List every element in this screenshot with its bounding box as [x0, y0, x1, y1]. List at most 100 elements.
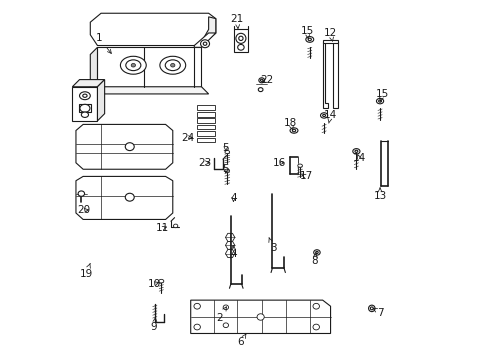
Ellipse shape	[224, 169, 229, 172]
Text: 17: 17	[299, 171, 312, 181]
Text: 2: 2	[216, 307, 226, 323]
Polygon shape	[197, 112, 215, 117]
Ellipse shape	[203, 42, 206, 45]
Ellipse shape	[312, 324, 319, 330]
Polygon shape	[90, 47, 97, 92]
Text: 3: 3	[268, 238, 276, 253]
Ellipse shape	[82, 94, 87, 97]
Ellipse shape	[78, 191, 84, 196]
Ellipse shape	[305, 37, 313, 42]
Ellipse shape	[80, 92, 90, 100]
Text: 15: 15	[375, 89, 388, 102]
Text: 18: 18	[283, 118, 296, 130]
Text: 6: 6	[237, 334, 245, 347]
Ellipse shape	[223, 305, 228, 310]
Ellipse shape	[223, 323, 228, 328]
Polygon shape	[322, 42, 327, 108]
Ellipse shape	[320, 113, 327, 118]
Polygon shape	[76, 176, 172, 220]
Ellipse shape	[159, 279, 163, 283]
Ellipse shape	[258, 87, 263, 91]
Polygon shape	[322, 40, 338, 43]
Text: 4: 4	[230, 245, 237, 258]
Text: 21: 21	[230, 14, 244, 28]
Polygon shape	[333, 42, 338, 108]
Ellipse shape	[369, 307, 372, 310]
Polygon shape	[97, 47, 201, 87]
Ellipse shape	[297, 164, 302, 167]
Ellipse shape	[313, 250, 320, 255]
Ellipse shape	[173, 224, 178, 228]
Polygon shape	[97, 80, 104, 121]
Ellipse shape	[315, 251, 318, 253]
Ellipse shape	[312, 303, 319, 309]
Text: 5: 5	[222, 143, 229, 153]
Ellipse shape	[354, 150, 357, 152]
Ellipse shape	[125, 143, 134, 150]
Polygon shape	[225, 249, 234, 257]
Text: 4: 4	[230, 193, 237, 203]
Polygon shape	[197, 118, 215, 123]
Text: 1: 1	[96, 33, 111, 53]
Text: 9: 9	[150, 318, 157, 332]
Text: 15: 15	[300, 26, 313, 39]
Ellipse shape	[80, 104, 90, 112]
Text: 24: 24	[181, 133, 194, 143]
Polygon shape	[72, 87, 97, 121]
Ellipse shape	[125, 60, 141, 71]
Polygon shape	[197, 125, 215, 130]
Polygon shape	[225, 233, 234, 242]
Ellipse shape	[307, 38, 311, 41]
Ellipse shape	[131, 63, 135, 67]
Ellipse shape	[368, 305, 374, 312]
Ellipse shape	[125, 193, 134, 201]
Text: 12: 12	[323, 28, 337, 41]
Polygon shape	[197, 105, 215, 110]
Text: 13: 13	[373, 188, 386, 201]
Ellipse shape	[352, 149, 359, 154]
Ellipse shape	[170, 63, 175, 67]
Text: 7: 7	[372, 308, 383, 318]
Ellipse shape	[200, 40, 209, 48]
Polygon shape	[225, 241, 234, 249]
Text: 10: 10	[147, 279, 161, 289]
Ellipse shape	[165, 60, 180, 71]
Polygon shape	[197, 131, 215, 136]
Polygon shape	[72, 80, 104, 87]
Polygon shape	[90, 13, 215, 45]
Text: 19: 19	[79, 264, 92, 279]
Ellipse shape	[160, 56, 185, 74]
Text: 11: 11	[155, 224, 168, 233]
Polygon shape	[197, 138, 215, 142]
Polygon shape	[76, 125, 172, 169]
Ellipse shape	[322, 114, 325, 117]
Bar	[79, 104, 91, 112]
Ellipse shape	[257, 314, 264, 320]
Ellipse shape	[224, 150, 229, 154]
Ellipse shape	[376, 98, 383, 104]
Ellipse shape	[194, 303, 200, 309]
Text: 16: 16	[272, 158, 285, 168]
Polygon shape	[201, 17, 215, 45]
Text: 5: 5	[222, 164, 229, 174]
Text: 8: 8	[310, 253, 317, 266]
Text: 14: 14	[352, 153, 365, 163]
Ellipse shape	[378, 100, 381, 102]
Ellipse shape	[292, 129, 295, 132]
Ellipse shape	[237, 44, 244, 50]
Polygon shape	[190, 300, 330, 333]
Polygon shape	[194, 33, 215, 47]
Ellipse shape	[194, 324, 200, 330]
Text: 14: 14	[323, 111, 337, 123]
Text: 23: 23	[198, 158, 211, 168]
Ellipse shape	[120, 56, 146, 74]
Text: 22: 22	[260, 75, 273, 85]
Ellipse shape	[260, 79, 263, 81]
Ellipse shape	[289, 128, 297, 133]
Ellipse shape	[258, 78, 264, 83]
Ellipse shape	[81, 112, 88, 117]
Text: 20: 20	[77, 206, 90, 216]
Polygon shape	[97, 87, 208, 94]
Polygon shape	[233, 30, 247, 51]
Ellipse shape	[235, 33, 245, 43]
